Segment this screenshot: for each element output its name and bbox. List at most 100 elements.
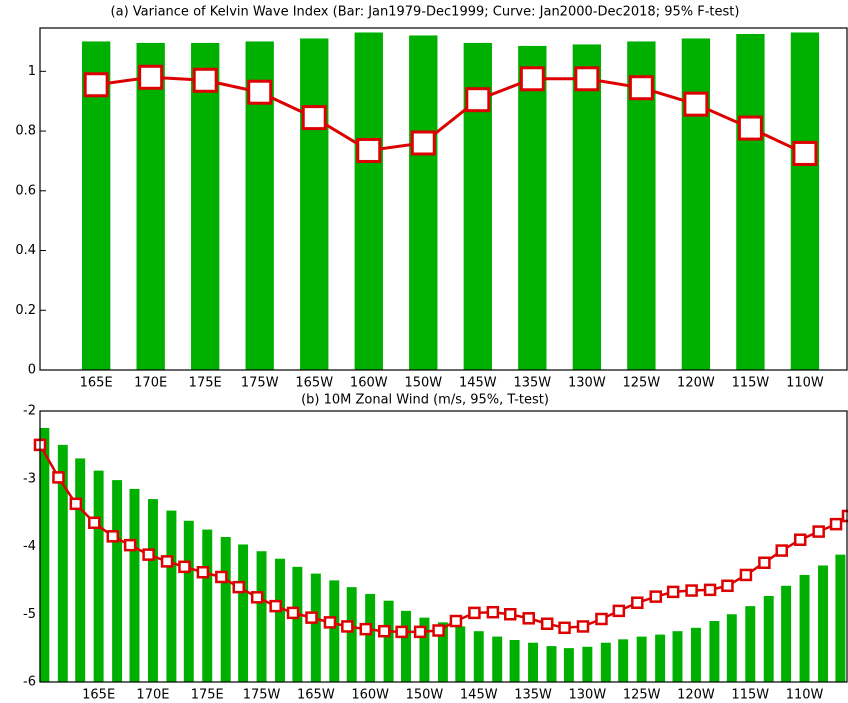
y-tick-label: 0.8 [15,124,36,139]
bar [473,631,484,682]
bar [509,639,520,682]
marker [683,91,709,117]
y-tick-label: 0 [28,363,36,378]
marker [558,621,571,635]
y-tick-label: 0.6 [15,183,36,198]
bar [709,621,720,682]
marker [449,614,463,628]
bar [672,631,683,682]
x-tick-label: 115W [732,376,770,391]
marker [666,585,680,599]
x-tick-label: 165W [295,376,333,391]
x-tick-label: 110W [786,688,824,703]
bar [93,470,104,682]
bar [191,42,220,370]
bar [563,648,574,682]
marker [465,87,491,113]
y-tick-label: -3 [23,471,36,486]
marker [323,616,337,629]
marker [612,604,626,618]
bar [129,488,140,682]
bar [790,32,820,371]
bar [256,551,267,682]
line [38,444,848,634]
bar [329,580,340,682]
bar [136,42,165,370]
bar [726,614,737,682]
bar [383,600,394,682]
x-tick-label: 170E [134,376,167,391]
x-tick-label: 110W [786,376,824,391]
marker [215,570,228,584]
bar [455,626,466,682]
marker [841,509,848,523]
marker [432,624,445,637]
marker [503,608,517,621]
x-tick-label: 115W [731,688,769,703]
x-tick-label: 145W [460,688,498,703]
marker [595,612,608,626]
bar [572,44,602,370]
marker [468,606,481,620]
bar [275,558,285,682]
x-tick-label: 125W [623,376,661,391]
bar [354,32,383,371]
bar [238,544,249,682]
bar [781,585,792,682]
marker [574,66,600,92]
bar [799,574,810,682]
bar [419,617,430,682]
marker [286,606,300,620]
marker [359,622,373,636]
bar [39,427,50,682]
marker [196,565,210,579]
marker [192,67,218,93]
bar [600,642,611,682]
marker [83,72,109,98]
bar [763,595,774,682]
x-tick-label: 165W [297,688,335,703]
marker [232,580,245,594]
x-tick-label: 135W [514,688,552,703]
marker [88,516,101,530]
marker [356,137,382,163]
bar [492,636,503,682]
bar [147,499,158,682]
x-tick-label: 160W [350,376,388,391]
marker [792,140,818,166]
marker [628,75,654,101]
marker [649,590,663,603]
bar [745,606,756,682]
marker [739,568,753,582]
marker [576,620,590,633]
bar [346,587,357,682]
marker [410,130,436,156]
bar [183,520,194,682]
marker [775,544,789,557]
x-tick-label: 135W [513,376,551,391]
bar [310,573,321,682]
bar [736,33,765,370]
marker [631,596,644,609]
bar [57,444,68,682]
x-tick-label: 175E [189,376,222,391]
bar [112,480,123,682]
x-tick-label: 125W [623,688,661,703]
x-tick-label: 120W [677,688,715,703]
bar [292,566,303,682]
bar [582,646,593,682]
marker [519,66,545,92]
bar [835,554,846,682]
x-tick-label: 165E [82,688,115,703]
marker [703,583,717,597]
x-tick-label: 160W [351,688,389,703]
marker [247,79,273,105]
x-tick-label: 175W [241,376,279,391]
bar [518,45,547,371]
marker [758,556,771,570]
y-tick-label: -6 [23,675,36,690]
y-tick-label: 1 [28,64,36,79]
panel-b-title: (b) 10M Zonal Wind (m/s, 95%, T-test) [301,393,549,408]
marker [737,115,763,141]
